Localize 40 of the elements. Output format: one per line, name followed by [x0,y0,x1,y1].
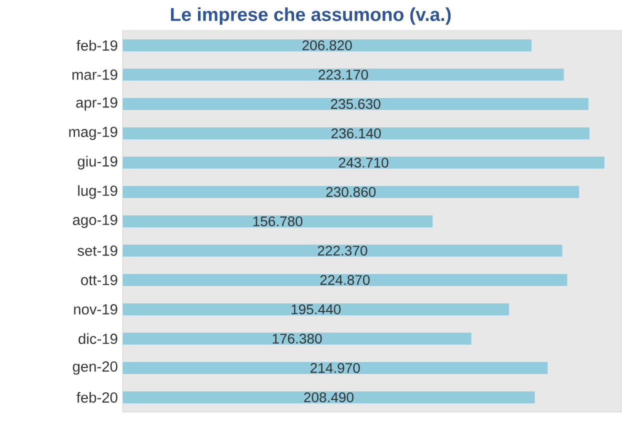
data-label: 236.140 [331,128,381,138]
y-tick-label: ago-19 [72,214,118,228]
y-tick-label: set-19 [78,245,118,256]
y-tick-label: mar-19 [72,69,118,80]
bar [122,391,535,404]
data-label: 195.440 [292,304,341,314]
y-tick-label: mag-19 [69,126,118,140]
bar [122,98,588,110]
data-label: 156.780 [253,216,302,226]
bar [122,244,562,257]
bar [122,156,604,169]
y-tick-label: ott-19 [81,274,118,286]
y-tick-label: gen-20 [72,361,118,375]
data-label: 235.630 [330,99,380,109]
bar [122,68,564,81]
bar [122,303,510,316]
y-tick-label: lug-19 [78,185,118,199]
bar [122,332,472,345]
y-tick-label: dic-19 [78,333,118,344]
chart-title: Le imprese che assumono (v.a.) [171,7,451,25]
y-tick-label: feb-20 [76,392,118,403]
bar [122,274,568,286]
bar [122,215,433,228]
y-tick-label: giu-19 [78,156,118,170]
data-label: 224.870 [320,275,370,285]
data-label: 222.370 [318,246,368,256]
data-label: 243.710 [338,158,388,168]
y-tick-label: apr-19 [76,97,118,111]
data-label: 223.170 [318,70,368,80]
bar [122,127,590,140]
data-label: 206.820 [302,40,352,50]
bar [122,39,532,52]
data-label: 208.490 [304,392,354,402]
bar [122,186,580,198]
bar [122,362,548,374]
y-tick-label: nov-19 [74,304,118,315]
data-label: 214.970 [310,363,360,373]
y-tick-label: feb-19 [76,40,118,51]
data-label: 176.380 [272,334,322,344]
data-label: 230.860 [326,187,376,197]
